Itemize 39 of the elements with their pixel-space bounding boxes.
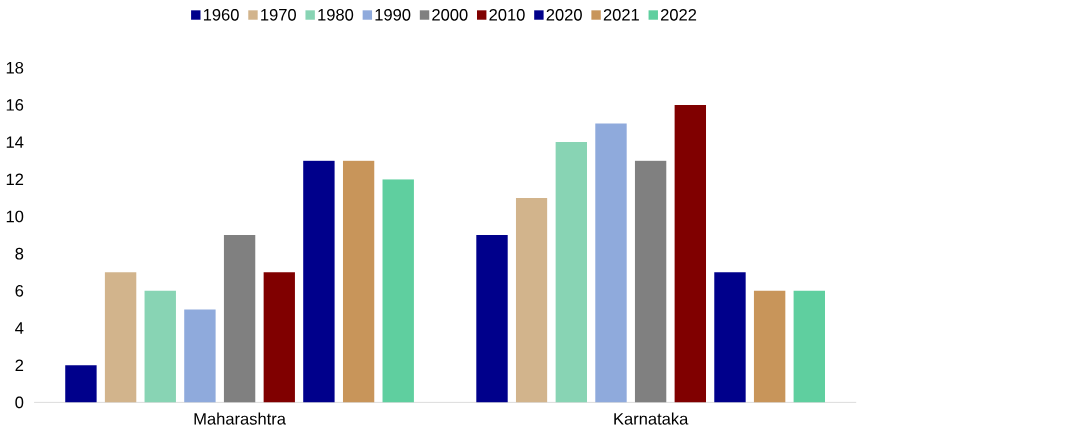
bar (223, 234, 256, 403)
bar (303, 160, 335, 403)
bar (476, 234, 508, 403)
legend-label: 1990 (375, 8, 411, 21)
x-tick-label: Maharashtra (194, 412, 286, 425)
bar (714, 272, 746, 403)
legend-label: 2021 (603, 8, 639, 21)
x-tick-label: Karnataka (614, 412, 689, 425)
legend-label: 2020 (546, 8, 582, 21)
y-tick-label: 8 (15, 247, 24, 260)
bar (674, 104, 707, 403)
y-tick-label: 0 (15, 396, 24, 409)
bar (104, 272, 137, 403)
legend-label: 1970 (261, 8, 296, 21)
bar (753, 290, 786, 403)
bar (342, 160, 375, 403)
bar (184, 309, 216, 403)
bar (144, 290, 176, 403)
legend-label: 1960 (203, 8, 239, 21)
bar (382, 179, 414, 403)
y-tick-label: 16 (6, 98, 24, 111)
legend-label: 1980 (318, 8, 354, 21)
bar (65, 365, 97, 403)
legend-label: 2010 (489, 8, 525, 21)
y-tick-label: 10 (6, 210, 24, 223)
legend-label: 2022 (661, 8, 697, 21)
bar (595, 123, 627, 403)
y-tick-label: 18 (6, 61, 24, 74)
y-tick-label: 12 (6, 173, 24, 185)
y-tick-label: 4 (15, 322, 24, 334)
y-tick-label: 14 (6, 136, 24, 148)
bar (634, 160, 667, 403)
bar (793, 290, 825, 403)
y-tick-label: 6 (15, 284, 24, 297)
bar (515, 197, 548, 403)
y-tick-label: 2 (15, 359, 24, 371)
bar (555, 141, 588, 403)
bar (263, 272, 295, 403)
legend-label: 2000 (432, 8, 468, 21)
